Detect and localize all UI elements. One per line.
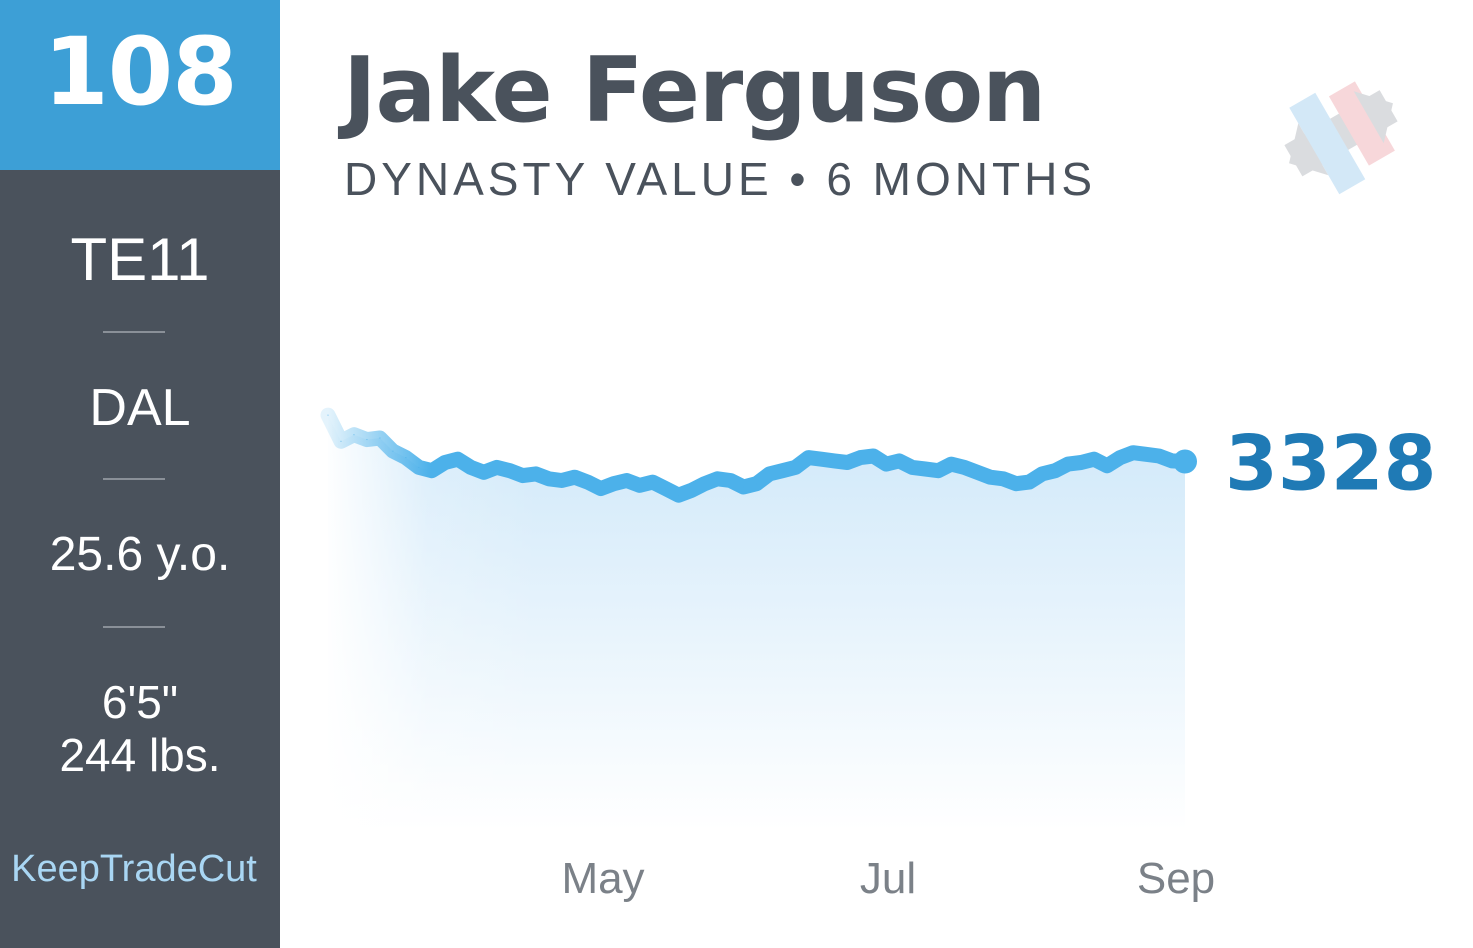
divider xyxy=(103,331,165,333)
area-fade-overlay xyxy=(323,340,1190,835)
data-point xyxy=(1093,458,1095,460)
data-point xyxy=(587,481,589,483)
data-point xyxy=(600,488,602,490)
data-point xyxy=(1171,460,1173,462)
data-point xyxy=(626,479,628,481)
player-name: Jake Ferguson xyxy=(343,38,1046,143)
data-point xyxy=(340,440,342,442)
data-point xyxy=(561,479,563,481)
chart-subtitle: DYNASTY VALUE • 6 MONTHS xyxy=(344,153,1096,205)
ktc-logo-icon xyxy=(1284,81,1398,195)
data-point xyxy=(1041,473,1043,475)
data-point xyxy=(730,479,732,481)
current-point xyxy=(1173,449,1197,474)
data-point xyxy=(379,437,381,439)
divider xyxy=(103,478,165,480)
data-point xyxy=(820,458,822,460)
data-point xyxy=(509,470,511,472)
player-age: 25.6 y.o. xyxy=(49,528,231,581)
data-point xyxy=(613,483,615,485)
player-sidebar: 108 TE11 DAL 25.6 y.o. 6'5" 244 lbs. Kee… xyxy=(0,0,280,948)
data-point xyxy=(457,458,459,460)
data-point xyxy=(392,450,394,452)
data-point xyxy=(366,439,368,441)
data-point xyxy=(431,470,433,472)
data-point xyxy=(353,434,355,436)
data-point xyxy=(704,483,706,485)
data-point xyxy=(743,486,745,488)
x-tick-label: Jul xyxy=(860,854,916,903)
position-rank: TE11 xyxy=(70,226,210,293)
data-point xyxy=(1132,452,1134,454)
data-point xyxy=(1067,463,1069,465)
brand-link[interactable]: KeepTradeCut xyxy=(11,848,257,890)
current-value-label: 3328 xyxy=(1225,419,1437,508)
data-point xyxy=(717,478,719,480)
data-point xyxy=(885,463,887,465)
data-point xyxy=(639,484,641,486)
data-point xyxy=(483,471,485,473)
data-point xyxy=(859,457,861,459)
data-point xyxy=(794,466,796,468)
overall-rank: 108 xyxy=(43,17,237,127)
data-point xyxy=(327,414,329,416)
data-point xyxy=(535,473,537,475)
data-point xyxy=(976,471,978,473)
data-point xyxy=(652,481,654,483)
team: DAL xyxy=(89,379,191,437)
data-point xyxy=(548,478,550,480)
data-point xyxy=(1119,457,1121,459)
x-tick-label: Sep xyxy=(1137,854,1215,903)
player-weight: 244 lbs. xyxy=(59,729,221,781)
data-point xyxy=(756,483,757,485)
data-point xyxy=(522,475,524,477)
data-point xyxy=(1002,478,1004,480)
data-point xyxy=(781,470,783,472)
data-point xyxy=(1015,483,1017,485)
data-point xyxy=(418,466,420,468)
data-point xyxy=(963,466,965,468)
data-point xyxy=(678,494,680,496)
data-point xyxy=(911,466,913,468)
data-point xyxy=(1028,481,1030,483)
data-point xyxy=(950,463,952,465)
data-point xyxy=(833,460,835,462)
divider xyxy=(103,626,165,628)
data-point xyxy=(937,470,939,472)
data-point xyxy=(872,455,874,457)
data-point xyxy=(1080,462,1082,463)
data-point xyxy=(768,473,770,475)
data-point xyxy=(989,476,991,478)
data-point xyxy=(574,476,576,478)
data-point xyxy=(924,468,926,470)
data-point xyxy=(405,457,407,459)
data-point xyxy=(665,488,667,490)
data-point xyxy=(1106,465,1108,467)
x-tick-label: May xyxy=(561,854,644,903)
data-point xyxy=(1054,470,1056,472)
data-point xyxy=(1158,455,1160,457)
data-point xyxy=(807,457,809,459)
data-point xyxy=(1145,453,1147,455)
data-point xyxy=(496,466,498,468)
player-height: 6'5" xyxy=(101,676,179,728)
data-point xyxy=(898,460,900,462)
data-point xyxy=(470,466,472,468)
data-point xyxy=(691,489,693,491)
data-point xyxy=(846,462,848,463)
overall-rank-badge: 108 xyxy=(0,0,280,170)
data-point xyxy=(444,462,446,463)
